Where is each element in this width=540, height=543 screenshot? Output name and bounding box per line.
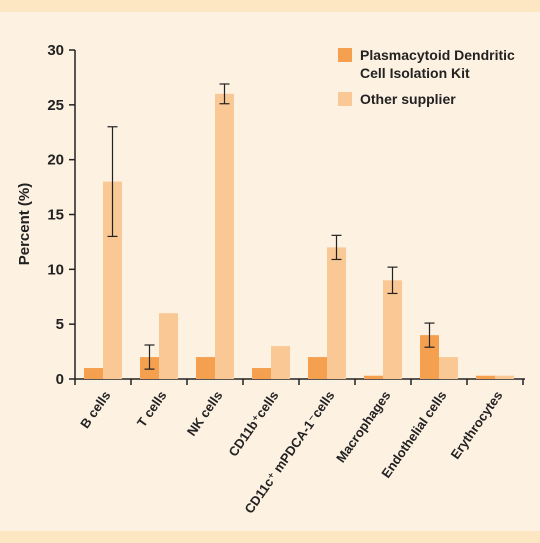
x-category-label-1: T cells bbox=[134, 388, 169, 430]
category-labels: B cells T cells NK cells CD11b⁺cellsCD11c⁺ … bbox=[77, 388, 505, 516]
bar-series-1-7 bbox=[476, 375, 495, 379]
y-tick-label-30: 30 bbox=[47, 42, 64, 59]
y-tick-label-20: 20 bbox=[47, 152, 64, 169]
bar-series-1-0 bbox=[84, 368, 103, 379]
bar-series-1-5 bbox=[364, 375, 383, 379]
legend-swatch-series-2 bbox=[338, 92, 352, 106]
chart-panel: 0 5 10 15 20 25 30 B cells T cells NK cells CD11b… bbox=[0, 12, 540, 531]
bar-series-2-6 bbox=[439, 357, 458, 379]
y-tick-label-10: 10 bbox=[47, 261, 64, 278]
error-bars-group bbox=[107, 83, 435, 370]
y-tick-label-25: 25 bbox=[47, 97, 64, 114]
legend: Plasmacytoid Dendritic Cell Isolation Ki… bbox=[338, 47, 515, 107]
x-category-label-3: CD11b⁺cells bbox=[225, 388, 281, 459]
y-axis: 0 5 10 15 20 25 30 bbox=[47, 42, 76, 388]
bar-series-2-4 bbox=[327, 247, 346, 379]
bar-series-1-2 bbox=[196, 357, 215, 379]
bar-series-1-6 bbox=[420, 335, 439, 379]
bar-series-1-3 bbox=[252, 368, 271, 379]
bars-group bbox=[84, 93, 514, 379]
legend-label-series-1-line-2: Cell Isolation Kit bbox=[360, 65, 470, 81]
x-category-label-2: NK cells bbox=[184, 388, 226, 439]
y-tick-label-5: 5 bbox=[56, 316, 64, 333]
legend-swatch-series-1 bbox=[338, 48, 352, 62]
bar-series-2-5 bbox=[383, 280, 402, 379]
bar-chart: 0 5 10 15 20 25 30 B cells T cells NK cells CD11b… bbox=[16, 42, 525, 516]
bar-series-1-4 bbox=[308, 357, 327, 379]
x-category-label-5: Macrophages bbox=[333, 388, 393, 465]
bar-series-2-0 bbox=[103, 181, 122, 379]
y-tick-label-0: 0 bbox=[56, 371, 64, 388]
bar-series-2-1 bbox=[159, 313, 178, 379]
legend-label-series-2: Other supplier bbox=[360, 91, 456, 107]
bar-series-2-3 bbox=[271, 346, 290, 379]
x-category-label-7: Erythrocytes bbox=[448, 388, 506, 462]
bar-series-2-2 bbox=[215, 93, 234, 379]
legend-label-series-1-line-1: Plasmacytoid Dendritic bbox=[360, 47, 515, 63]
y-tick-label-15: 15 bbox=[47, 207, 64, 224]
x-axis bbox=[74, 378, 525, 385]
x-category-label-0: B cells bbox=[77, 388, 113, 431]
y-axis-title: Percent (%) bbox=[16, 183, 33, 266]
bar-series-2-7 bbox=[495, 375, 514, 379]
